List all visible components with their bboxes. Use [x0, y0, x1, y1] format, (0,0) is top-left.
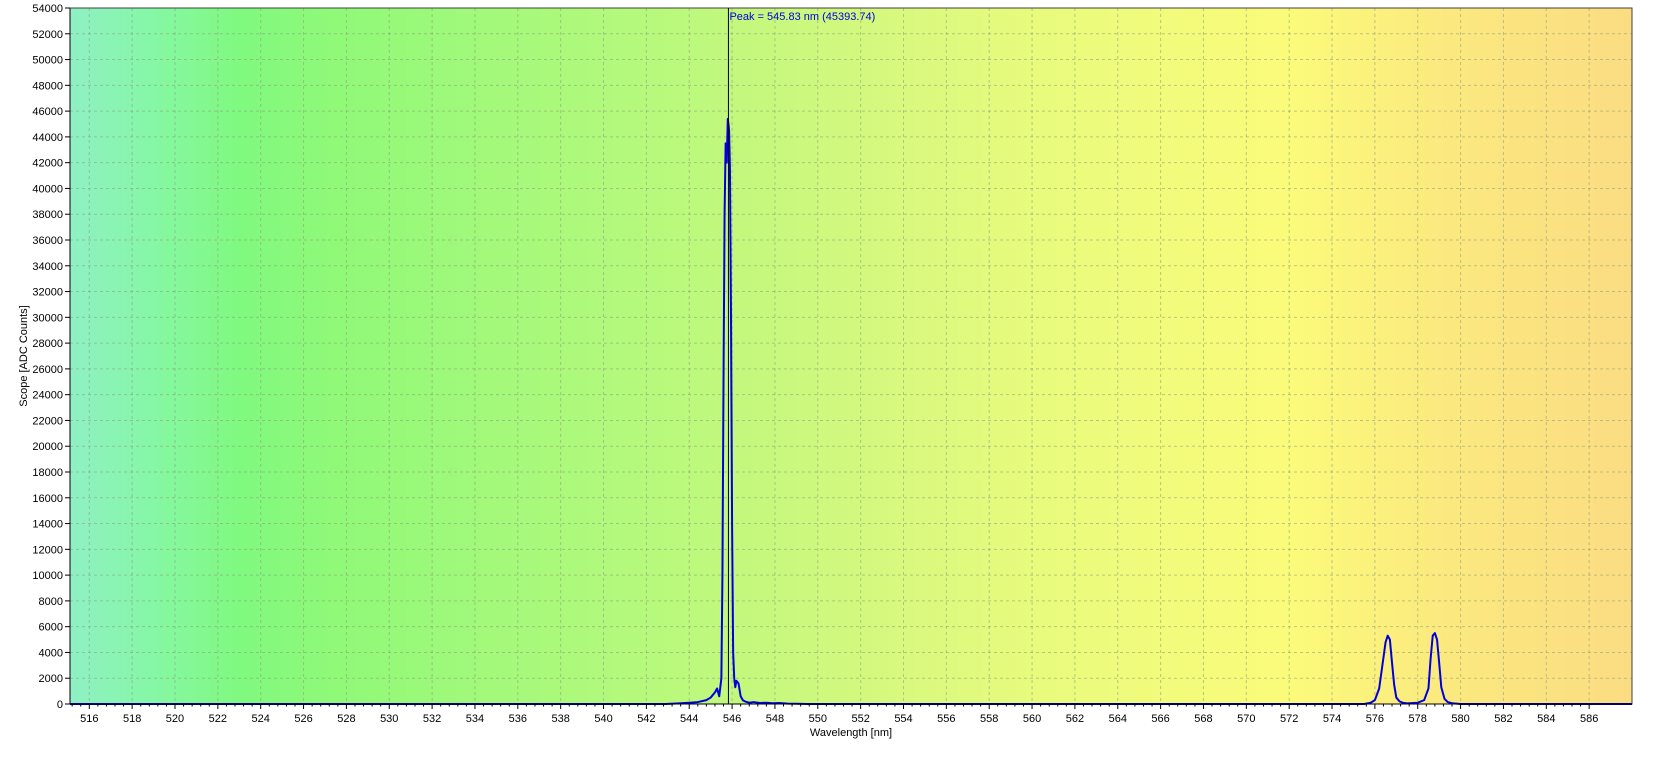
y-tick-label: 48000: [32, 80, 63, 92]
y-tick-label: 30000: [32, 312, 63, 324]
y-tick-label: 40000: [32, 183, 63, 195]
x-tick-label: 530: [380, 713, 398, 725]
x-tick-label: 572: [1280, 713, 1298, 725]
y-tick-label: 6000: [39, 622, 63, 634]
x-tick-label: 556: [937, 713, 955, 725]
y-tick-label: 42000: [32, 158, 63, 170]
y-axis-label: Scope [ADC Counts]: [18, 305, 30, 407]
y-axis-ticks: 0 2000 4000 6000 8000 10000 12000 14000 16000 180…: [32, 3, 70, 711]
x-tick-label: 526: [294, 713, 312, 725]
x-tick-label: 562: [1066, 713, 1084, 725]
x-tick-label: 580: [1451, 713, 1469, 725]
x-tick-label: 538: [551, 713, 569, 725]
y-tick-label: 22000: [32, 415, 63, 427]
x-tick-label: 522: [209, 713, 227, 725]
series-layer: [70, 117, 1632, 705]
spectrum-line: [70, 117, 1632, 705]
y-tick-label: 0: [57, 699, 63, 711]
grid-lines: [70, 7, 1632, 704]
x-tick-label: 520: [166, 713, 184, 725]
x-tick-label: 536: [509, 713, 527, 725]
x-axis-label: Wavelength [nm]: [810, 727, 892, 739]
y-tick-label: 44000: [32, 132, 63, 144]
x-tick-label: 544: [680, 713, 698, 725]
x-tick-label: 566: [1151, 713, 1169, 725]
y-tick-label: 8000: [39, 596, 63, 608]
annotation-layer: Peak = 545.83 nm (45393.74): [727, 8, 875, 704]
x-tick-label: 576: [1366, 713, 1384, 725]
y-tick-label: 38000: [32, 209, 63, 221]
y-tick-label: 54000: [32, 3, 63, 15]
y-tick-label: 28000: [32, 338, 63, 350]
x-tick-label: 548: [766, 713, 784, 725]
x-tick-label: 574: [1323, 713, 1341, 725]
x-tick-label: 560: [1023, 713, 1041, 725]
x-tick-label: 528: [337, 713, 355, 725]
plot-background: [70, 8, 1632, 704]
y-tick-label: 2000: [39, 673, 63, 685]
y-tick-label: 26000: [32, 364, 63, 376]
x-tick-label: 552: [851, 713, 869, 725]
x-tick-label: 584: [1537, 713, 1555, 725]
x-tick-label: 534: [466, 713, 484, 725]
x-tick-label: 524: [252, 713, 270, 725]
x-tick-label: 542: [637, 713, 655, 725]
y-tick-label: 16000: [32, 493, 63, 505]
x-tick-label: 550: [809, 713, 827, 725]
x-tick-label: 558: [980, 713, 998, 725]
y-tick-label: 50000: [32, 55, 63, 67]
y-tick-label: 36000: [32, 235, 63, 247]
y-tick-label: 18000: [32, 467, 63, 479]
x-tick-label: 532: [423, 713, 441, 725]
x-tick-label: 518: [123, 713, 141, 725]
y-tick-label: 4000: [39, 647, 63, 659]
y-tick-label: 52000: [32, 29, 63, 41]
y-tick-label: 32000: [32, 287, 63, 299]
y-tick-label: 34000: [32, 261, 63, 273]
y-tick-label: 24000: [32, 390, 63, 402]
y-tick-label: 14000: [32, 519, 63, 531]
x-tick-label: 516: [80, 713, 98, 725]
x-tick-label: 582: [1494, 713, 1512, 725]
x-axis-ticks: 516 518 520 522 524 526 528 530 532 534 536 538 540 5…: [71, 704, 1598, 725]
x-tick-label: 578: [1409, 713, 1427, 725]
x-tick-label: 564: [1109, 713, 1127, 725]
x-tick-label: 546: [723, 713, 741, 725]
x-tick-label: 568: [1194, 713, 1212, 725]
peak-annotation-label: Peak = 545.83 nm (45393.74): [729, 11, 875, 23]
x-tick-label: 586: [1580, 713, 1598, 725]
y-tick-label: 20000: [32, 441, 63, 453]
x-tick-label: 570: [1237, 713, 1255, 725]
x-tick-label: 540: [594, 713, 612, 725]
x-tick-label: 554: [894, 713, 912, 725]
y-tick-label: 10000: [32, 570, 63, 582]
y-tick-label: 46000: [32, 106, 63, 118]
y-tick-label: 12000: [32, 544, 63, 556]
